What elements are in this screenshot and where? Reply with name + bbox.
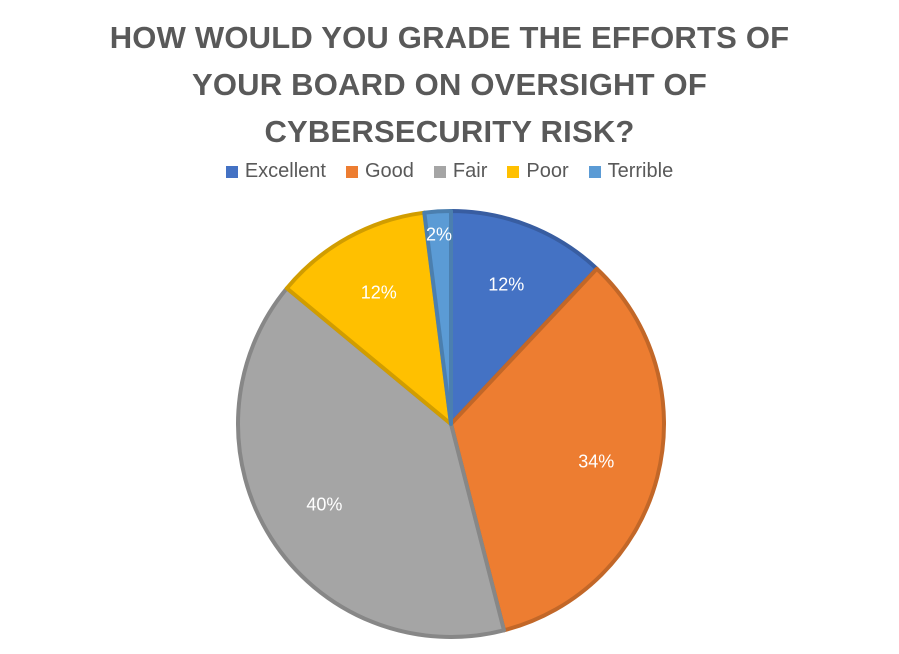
legend-label-terrible: Terrible (607, 160, 674, 182)
legend-swatch-good (345, 165, 358, 178)
chart-title-line-2: YOUR BOARD ON OVERSIGHT OF (191, 67, 707, 102)
pie-label-excellent: 12% (488, 275, 524, 295)
legend-item-excellent: Excellent (225, 160, 326, 183)
pie-label-poor: 12% (361, 283, 397, 303)
legend-item-terrible: Terrible (588, 160, 674, 183)
chart-title-line-3: CYBERSECURITY RISK? (264, 114, 635, 149)
legend-label-fair: Fair (452, 160, 488, 182)
pie-slice-poor (284, 210, 453, 426)
pie-slice-excellent (449, 209, 599, 426)
legend-item-poor: Poor (507, 160, 569, 183)
legend-swatch-fair (433, 165, 446, 178)
legend-swatch-poor (507, 165, 520, 178)
pie-label-terrible: 2% (426, 224, 452, 244)
chart-legend: Excellent Good Fair Poor Terrible (0, 160, 899, 183)
pie-label-fair: 40% (306, 494, 342, 514)
pie-slices (236, 209, 666, 639)
chart-title: HOW WOULD YOU GRADE THE EFFORTS OF YOUR … (0, 14, 899, 155)
pie-slice-terrible (422, 209, 453, 426)
pie-slice-good (449, 266, 666, 633)
pie-label-good: 34% (578, 451, 614, 471)
legend-swatch-excellent (225, 165, 238, 178)
chart-title-line-1: HOW WOULD YOU GRADE THE EFFORTS OF (109, 20, 790, 55)
legend-swatch-terrible (588, 165, 601, 178)
legend-label-excellent: Excellent (244, 160, 326, 182)
legend-label-poor: Poor (526, 160, 569, 182)
pie-slice-fair (236, 286, 506, 639)
legend-item-fair: Fair (433, 160, 488, 183)
legend-item-good: Good (345, 160, 414, 183)
legend-label-good: Good (364, 160, 414, 182)
pie-slice-labels: 12% 34% 40% 12% 2% (306, 224, 614, 514)
